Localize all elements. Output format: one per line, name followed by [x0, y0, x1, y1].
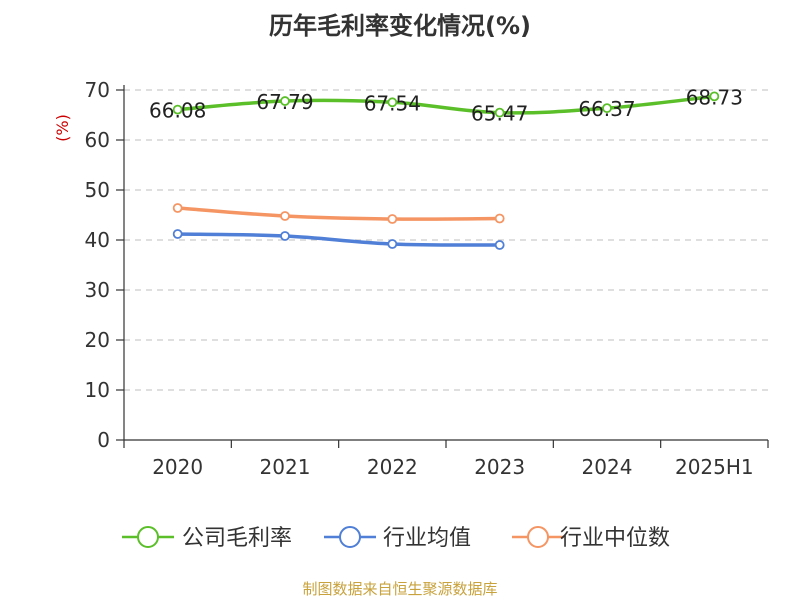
series-0-point-2025H1 [709, 91, 720, 102]
x-tick-label-2022: 2022 [367, 455, 418, 479]
data-label-2020: 66.08 [149, 99, 206, 123]
legend-label-0: 公司毛利率 [182, 526, 292, 551]
x-tick-label-2021: 2021 [260, 455, 311, 479]
y-tick-label-30: 30 [85, 278, 110, 302]
series-0-point-2021 [280, 96, 290, 106]
series-1-point-2020 [172, 229, 183, 239]
data-label-2023: 65.47 [471, 102, 528, 126]
legend-marker-0 [137, 526, 159, 548]
chart-title: 历年毛利率变化情况(%) [269, 12, 531, 40]
y-tick-label-10: 10 [85, 378, 110, 402]
legend-marker-1 [339, 526, 361, 548]
series-0-point-2024 [602, 103, 612, 114]
source-note: 制图数据来自恒生聚源数据库 [302, 580, 498, 598]
y-tick-label-40: 40 [85, 228, 110, 252]
series-line-2 [175, 206, 502, 221]
data-label-2024: 66.37 [578, 97, 635, 121]
series-2-point-2020 [172, 203, 183, 213]
series-line-0 [175, 94, 717, 115]
x-tick-label-2024: 2024 [582, 455, 633, 479]
series-1-point-2023 [494, 240, 505, 250]
legend-marker-2 [527, 526, 549, 548]
x-tick-label-2023: 2023 [474, 455, 525, 479]
series-line-1 [175, 232, 502, 247]
series-2-point-2021 [280, 211, 290, 221]
series-0-point-2020 [172, 104, 183, 115]
series-2-point-2023 [494, 213, 505, 224]
series-1-point-2021 [280, 231, 290, 241]
y-axis-unit-label: (%) [53, 114, 72, 142]
data-label-2025H1: 68.73 [686, 85, 743, 109]
x-tick-label-2020: 2020 [152, 455, 203, 479]
y-tick-label-50: 50 [85, 178, 110, 202]
y-tick-label-60: 60 [85, 128, 110, 152]
x-tick-label-2025H1: 2025H1 [675, 455, 754, 479]
legend-label-1: 行业均值 [383, 526, 471, 551]
y-tick-label-20: 20 [85, 328, 110, 352]
y-tick-label-0: 0 [97, 428, 110, 452]
data-label-2022: 67.54 [364, 91, 421, 115]
series-1-point-2022 [387, 239, 398, 249]
series-0-point-2022 [387, 97, 398, 108]
y-tick-label-70: 70 [85, 78, 110, 102]
series-0-point-2023 [494, 107, 505, 118]
series-2-point-2022 [387, 214, 398, 224]
data-label-2021: 67.79 [256, 90, 313, 114]
legend-label-2: 行业中位数 [560, 526, 670, 551]
